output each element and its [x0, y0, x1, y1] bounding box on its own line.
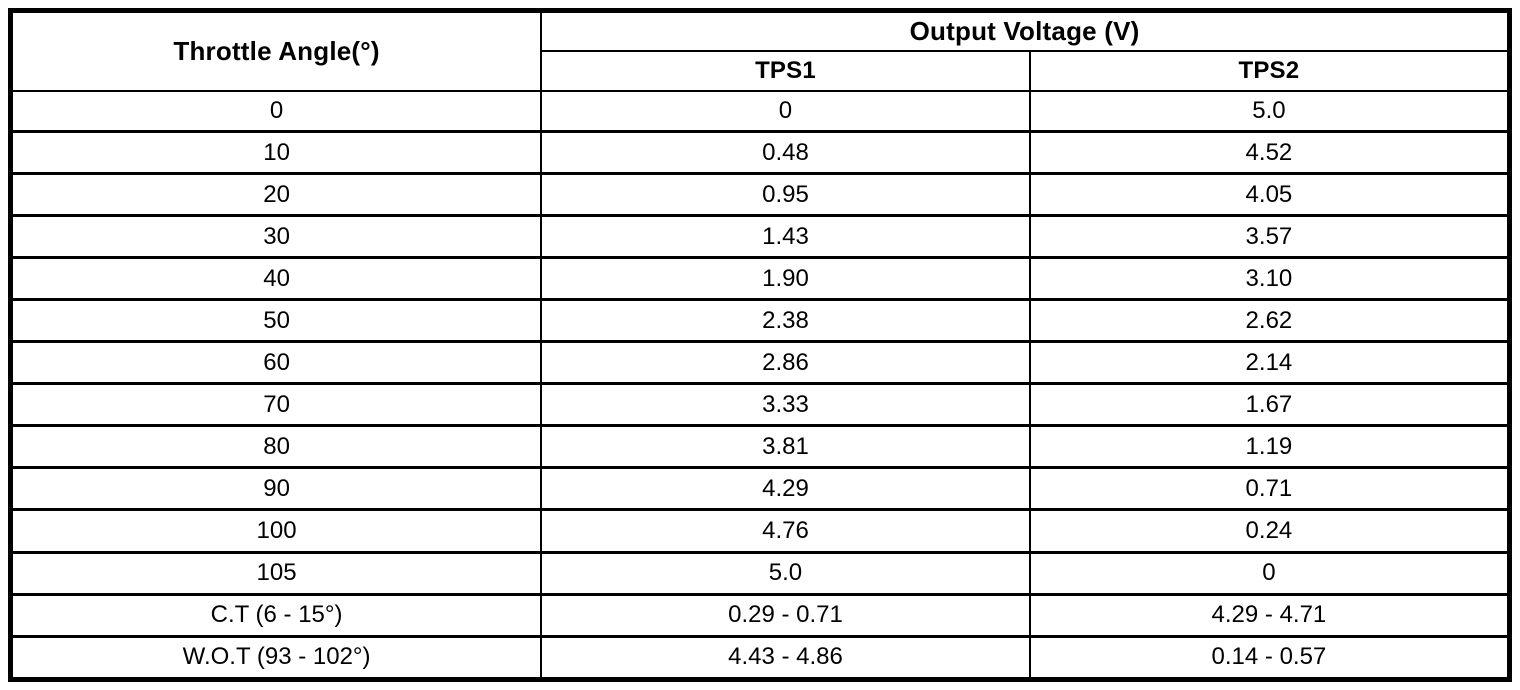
cell-tps1: 0.95 [540, 172, 1031, 218]
table-row: 30 1.43 3.57 [9, 214, 1511, 260]
table-row: 0 0 5.0 [9, 89, 1511, 134]
cell-tps2: 0.14 - 0.57 [1028, 634, 1511, 683]
table-row: 70 3.33 1.67 [9, 382, 1511, 428]
cell-throttle-angle: 30 [9, 214, 543, 260]
table-row: 50 2.38 2.62 [9, 298, 1511, 344]
header-row-sub: TPS1 TPS2 [11, 49, 1511, 92]
table-row: 60 2.86 2.14 [9, 340, 1511, 386]
cell-tps1: 4.76 [540, 508, 1031, 554]
cell-tps2: 0.71 [1028, 466, 1511, 512]
cell-tps2: 1.67 [1028, 382, 1511, 428]
column-header-output-voltage: Output Voltage (V) [540, 9, 1511, 52]
cell-tps2: 1.19 [1028, 424, 1511, 470]
cell-tps2: 4.52 [1028, 130, 1511, 176]
cell-tps1: 3.33 [540, 382, 1031, 428]
cell-throttle-angle: 105 [9, 550, 543, 596]
cell-tps1: 2.38 [540, 298, 1031, 344]
cell-tps2: 3.10 [1028, 256, 1511, 302]
table-row: 10 0.48 4.52 [9, 130, 1511, 176]
table-row: 90 4.29 0.71 [9, 466, 1511, 512]
cell-throttle-angle: 40 [9, 256, 543, 302]
table-row: 105 5.0 0 [9, 550, 1511, 596]
cell-throttle-angle: W.O.T (93 - 102°) [9, 634, 543, 683]
cell-tps1: 1.90 [540, 256, 1031, 302]
column-header-throttle-angle: Throttle Angle(°) [9, 9, 543, 92]
cell-throttle-angle: 80 [9, 424, 543, 470]
cell-throttle-angle: C.T (6 - 15°) [9, 592, 543, 638]
table-row: 20 0.95 4.05 [9, 172, 1511, 218]
table-row: 40 1.90 3.10 [9, 256, 1511, 302]
cell-tps2: 3.57 [1028, 214, 1511, 260]
column-header-tps2: TPS2 [1028, 49, 1511, 92]
cell-throttle-angle: 90 [9, 466, 543, 512]
header-row-group: Throttle Angle(°) Output Voltage (V) [9, 9, 1511, 92]
cell-tps2: 0.24 [1028, 508, 1511, 554]
table-row: 80 3.81 1.19 [9, 424, 1511, 470]
table-row: 100 4.76 0.24 [9, 508, 1511, 554]
cell-tps1: 0 [540, 89, 1031, 134]
cell-tps2: 2.14 [1028, 340, 1511, 386]
cell-tps2: 2.62 [1028, 298, 1511, 344]
cell-tps2: 4.29 - 4.71 [1028, 592, 1511, 638]
cell-tps1: 5.0 [540, 550, 1031, 596]
table-body: 0 0 5.0 10 0.48 4.52 20 0.95 4.05 30 1.43 3.57 40 1.9… [9, 89, 1511, 683]
tps-voltage-spec-table: Throttle Angle(°) Output Voltage (V) TPS… [8, 8, 1512, 683]
cell-tps1: 3.81 [540, 424, 1031, 470]
table-row: C.T (6 - 15°) 0.29 - 0.71 4.29 - 4.71 [9, 592, 1511, 638]
column-header-tps1: TPS1 [540, 49, 1031, 92]
cell-throttle-angle: 10 [9, 130, 543, 176]
cell-tps1: 0.48 [540, 130, 1031, 176]
cell-throttle-angle: 70 [9, 382, 543, 428]
cell-throttle-angle: 50 [9, 298, 543, 344]
cell-throttle-angle: 0 [9, 89, 543, 134]
cell-throttle-angle: 100 [9, 508, 543, 554]
cell-throttle-angle: 60 [9, 340, 543, 386]
cell-tps1: 2.86 [540, 340, 1031, 386]
table-header: Throttle Angle(°) Output Voltage (V) TPS… [9, 9, 1511, 92]
cell-tps1: 0.29 - 0.71 [540, 592, 1031, 638]
cell-tps2: 5.0 [1028, 89, 1511, 134]
cell-tps1: 1.43 [540, 214, 1031, 260]
cell-tps1: 4.43 - 4.86 [540, 634, 1031, 683]
table-row: W.O.T (93 - 102°) 4.43 - 4.86 0.14 - 0.57 [9, 634, 1511, 683]
cell-tps2: 0 [1028, 550, 1511, 596]
cell-tps2: 4.05 [1028, 172, 1511, 218]
cell-tps1: 4.29 [540, 466, 1031, 512]
cell-throttle-angle: 20 [9, 172, 543, 218]
